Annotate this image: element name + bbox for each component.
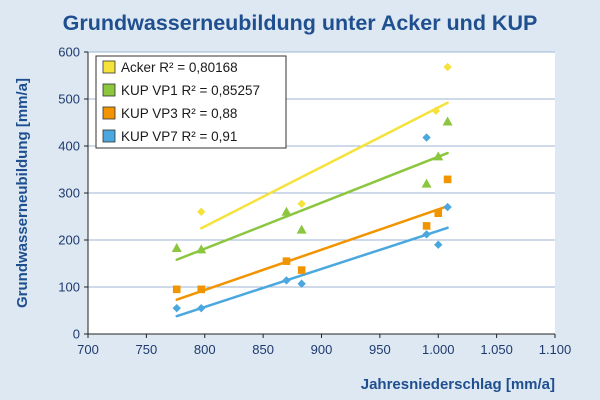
data-point <box>431 106 441 115</box>
data-point <box>421 178 432 188</box>
data-points <box>171 62 453 313</box>
data-point <box>434 240 443 249</box>
x-tick-label: 1.050 <box>480 342 513 357</box>
trendline <box>175 226 449 318</box>
data-point <box>282 276 291 285</box>
data-point <box>443 62 452 72</box>
data-point <box>433 151 444 161</box>
x-tick-label: 750 <box>136 342 158 357</box>
x-tick-label: 1.000 <box>422 342 455 357</box>
data-point <box>197 285 206 294</box>
y-tick-label: 100 <box>58 280 80 295</box>
legend-swatch <box>102 83 116 97</box>
y-tick-label: 0 <box>73 327 80 342</box>
data-point <box>197 303 206 313</box>
x-tick-label: 800 <box>194 342 216 357</box>
trendline <box>175 151 449 261</box>
x-tick-label: 1.100 <box>539 342 572 357</box>
data-point <box>172 285 181 294</box>
y-axis-label: Grundwasserneubildung [mm/a] <box>14 78 31 308</box>
legend-label: KUP VP7 R² = 0,91 <box>121 129 237 144</box>
trendlines <box>175 101 449 318</box>
legend-swatch <box>102 60 116 74</box>
data-point <box>282 257 291 265</box>
data-point <box>281 206 292 216</box>
legend-label: KUP VP3 R² = 0,88 <box>121 106 237 121</box>
legend: Acker R² = 0,80168 KUP VP1 R² = 0,85257 KU… <box>95 55 287 149</box>
data-point <box>443 202 452 212</box>
x-axis-label: Jahresniederschlag [mm/a] <box>361 376 555 393</box>
legend-swatch <box>102 129 116 143</box>
data-point <box>443 175 452 184</box>
y-axis-ticks: 0 100 200 300 400 500 600 <box>58 45 88 342</box>
data-point <box>297 266 306 274</box>
chart-title: Grundwasserneubildung unter Acker und KU… <box>63 11 538 35</box>
data-point <box>422 230 431 239</box>
legend-box <box>95 55 287 149</box>
data-point <box>422 222 431 230</box>
x-tick-label: 900 <box>311 342 333 357</box>
legend-swatch <box>102 106 116 120</box>
legend-label: KUP VP1 R² = 0,85257 <box>121 83 260 98</box>
y-tick-label: 300 <box>58 186 80 201</box>
trendline <box>199 101 449 230</box>
data-point <box>422 133 431 142</box>
trendline <box>175 204 449 301</box>
data-point <box>196 244 207 254</box>
x-axis-ticks: 700 750 800 850 900 950 1.000 1.050 1.100 <box>77 334 571 357</box>
y-tick-label: 500 <box>58 92 80 107</box>
legend-label: Acker R² = 0,80168 <box>121 60 238 75</box>
y-tick-label: 200 <box>58 233 80 248</box>
data-point <box>172 303 181 313</box>
x-tick-label: 950 <box>369 342 391 357</box>
data-point <box>434 209 443 218</box>
data-point <box>171 242 182 252</box>
data-point <box>297 279 306 288</box>
x-tick-label: 850 <box>252 342 274 357</box>
data-point <box>296 224 307 234</box>
y-tick-label: 600 <box>58 45 80 60</box>
data-point <box>297 199 306 209</box>
data-point <box>442 116 453 126</box>
data-point <box>197 207 206 216</box>
y-tick-label: 400 <box>58 139 80 154</box>
x-tick-label: 700 <box>77 342 99 357</box>
